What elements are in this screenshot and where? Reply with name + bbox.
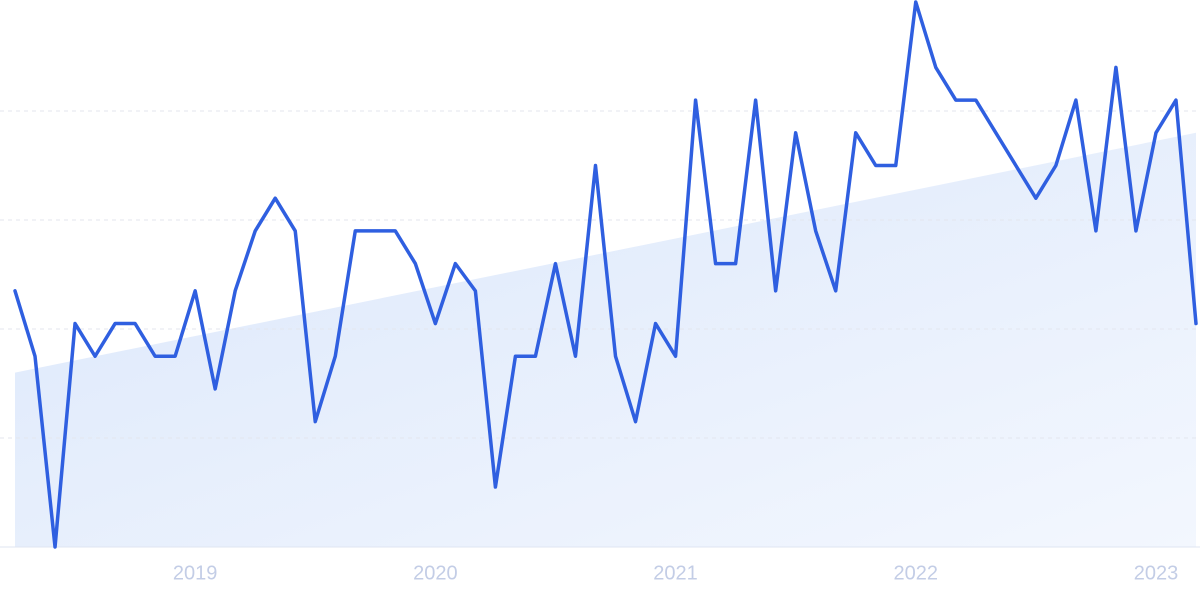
x-tick-label: 2023 <box>1134 562 1179 584</box>
x-tick-label: 2020 <box>413 562 458 584</box>
line-series <box>13 0 1198 549</box>
x-tick-label: 2019 <box>173 562 218 584</box>
x-tick-label: 2021 <box>653 562 698 584</box>
x-tick-label: 2022 <box>894 562 939 584</box>
trend-area <box>15 132 1196 548</box>
